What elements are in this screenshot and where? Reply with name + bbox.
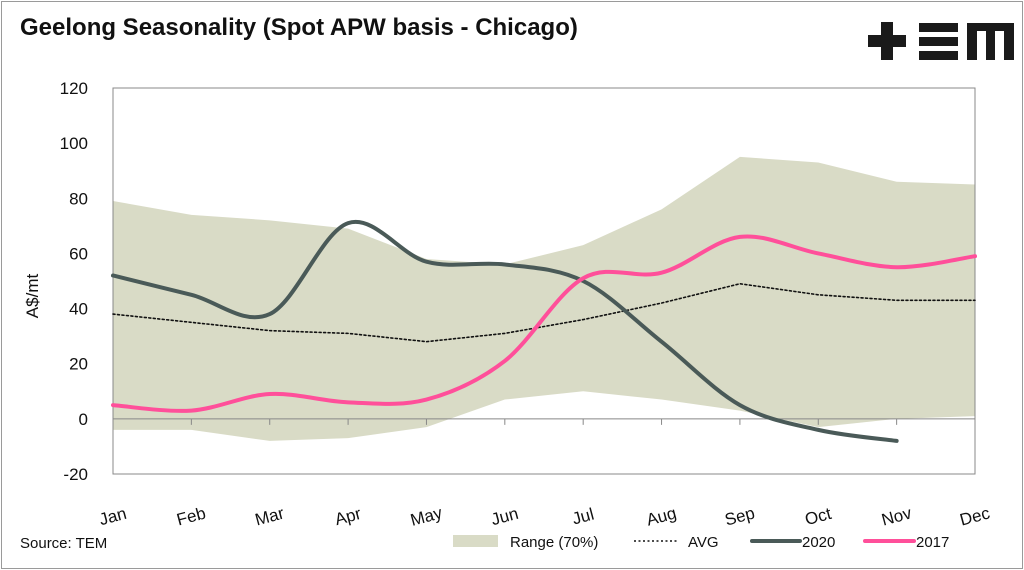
y-tick-label: 40 [69,300,88,319]
series-line-avg [112,282,976,343]
y-tick-label: 100 [60,134,88,153]
y-tick-label: 0 [79,410,88,429]
legend-label-2017: 2017 [916,534,949,551]
plot-border [112,87,976,475]
x-tick-label: Jan [97,504,128,529]
x-tick-label: Oct [803,504,834,529]
range-area [113,156,975,441]
x-tick-label: Aug [644,503,678,529]
x-tick-label: Apr [333,504,364,529]
y-tick-label: 120 [60,79,88,98]
legend-label-2020: 2020 [802,534,835,551]
y-tick-label: 60 [69,244,88,263]
x-tick-label: Sep [723,503,757,529]
legend-label-avg: AVG [688,534,719,551]
x-tick-label: Jul [570,505,596,529]
y-tick-label: 80 [69,189,88,208]
legend-swatch-range [453,535,498,547]
chart-title: Geelong Seasonality (Spot APW basis - Ch… [20,14,578,41]
series-line-2020 [111,219,899,443]
x-tick-label: Mar [253,503,287,529]
legend-label-range: Range (70%) [510,534,598,551]
y-tick-label: -20 [63,465,88,484]
y-tick-label: 20 [69,355,88,374]
x-tick-label: Jun [489,504,520,529]
x-tick-label: Nov [879,503,914,529]
y-axis-label: A$/mt [23,274,42,319]
source-note: Source: TEM [20,535,108,552]
x-tick-label: May [408,503,444,530]
x-tick-label: Dec [958,503,993,529]
series-line-2017 [111,234,977,413]
x-tick-label: Feb [175,504,208,530]
